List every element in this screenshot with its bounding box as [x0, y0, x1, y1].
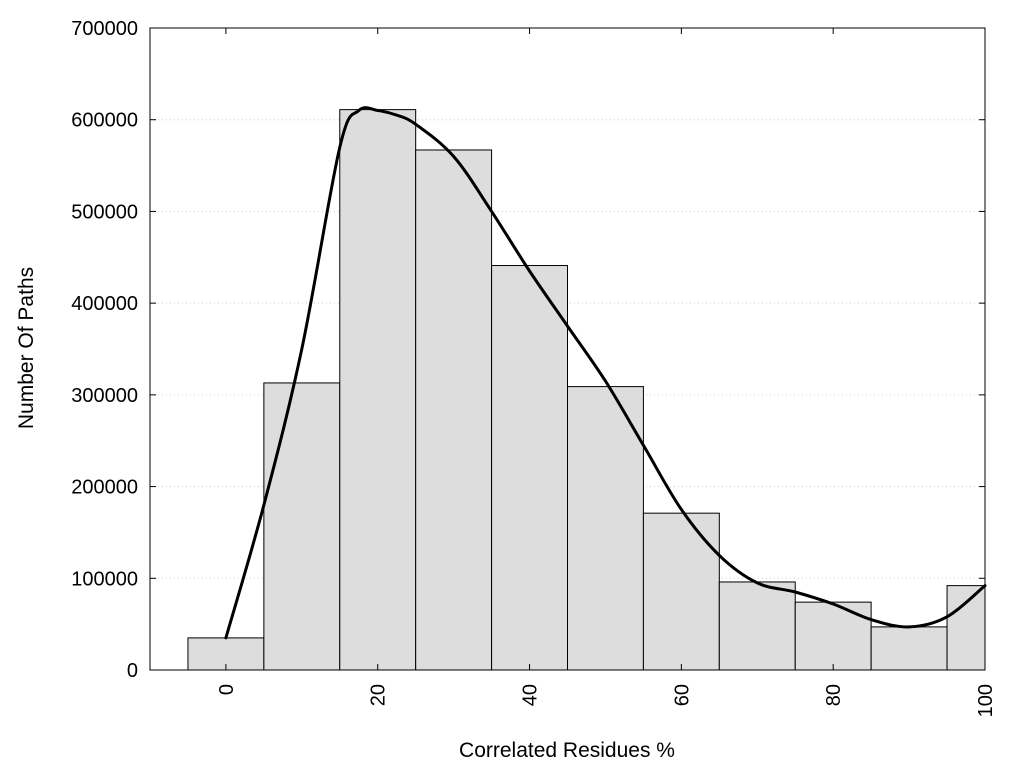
x-tick-label: 80	[823, 684, 845, 706]
histogram-bar	[718, 581, 796, 671]
histogram-bar	[491, 265, 568, 671]
histogram-bar	[339, 109, 417, 671]
y-tick-label: 600000	[71, 110, 138, 132]
x-tick-label: 40	[520, 684, 542, 706]
y-tick-label: 300000	[71, 385, 138, 407]
plot-frame	[149, 27, 986, 671]
x-axis-ticks: 0 20 40 60 80 100	[216, 28, 997, 717]
y-axis-ticks: 0 100000 200000 300000 400000 500000 600000 700…	[71, 18, 985, 682]
y-tick-label: 200000	[71, 477, 138, 499]
histogram-bar	[794, 601, 872, 671]
histogram-bar	[415, 149, 493, 671]
x-tick-label: 20	[368, 684, 390, 706]
density-curve	[224, 106, 987, 640]
y-axis-title: Number Of Paths	[15, 267, 38, 429]
x-tick-label: 60	[671, 684, 693, 706]
y-tick-label: 100000	[71, 568, 138, 590]
histogram-bar	[642, 512, 720, 671]
histogram-bar	[567, 386, 644, 671]
y-tick-label: 0	[127, 660, 138, 682]
histogram-bar	[870, 626, 948, 671]
y-tick-label: 500000	[71, 201, 138, 223]
x-axis-title: Correlated Residues %	[459, 739, 675, 762]
histogram-bar	[263, 382, 341, 671]
x-tick-label: 0	[216, 684, 238, 695]
histogram-bars	[187, 109, 986, 671]
x-tick-label: 100	[975, 684, 997, 717]
y-tick-label: 400000	[71, 293, 138, 315]
histogram-bar	[946, 585, 986, 671]
y-tick-label: 700000	[71, 18, 138, 40]
